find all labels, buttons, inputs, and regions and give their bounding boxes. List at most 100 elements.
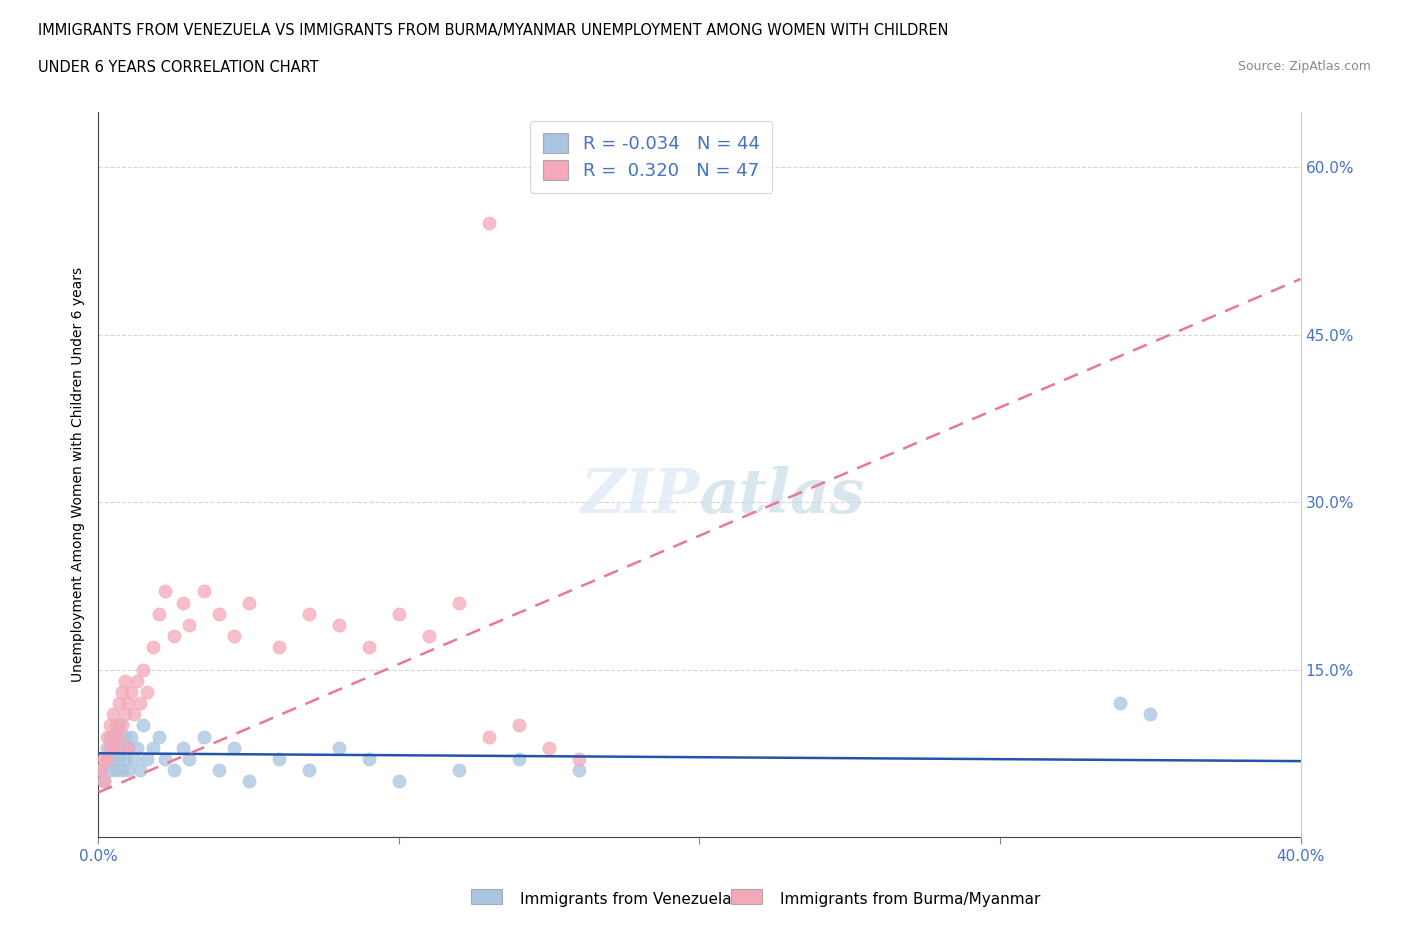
Point [117, 763, 139, 777]
Point [135, 751, 157, 766]
Point [108, 751, 131, 766]
Legend: R = -0.034   N = 44, R =  0.320   N = 47: R = -0.034 N = 44, R = 0.320 N = 47 [530, 121, 772, 193]
Text: atlas: atlas [700, 466, 865, 526]
Point [121, 684, 143, 699]
FancyBboxPatch shape [471, 889, 502, 904]
Point [1139, 707, 1161, 722]
Point [96, 729, 118, 744]
Point [328, 618, 350, 632]
Point [177, 751, 200, 766]
Point [267, 751, 290, 766]
Point [177, 618, 200, 632]
Point [568, 751, 591, 766]
Point [108, 729, 131, 744]
Point [93, 774, 115, 789]
Point [127, 740, 149, 755]
Point [103, 751, 125, 766]
Point [141, 640, 163, 655]
Y-axis label: Unemployment Among Women with Children Under 6 years: Unemployment Among Women with Children U… [72, 267, 86, 682]
Point [148, 606, 170, 621]
Point [111, 763, 134, 777]
Point [388, 606, 411, 621]
Point [90, 763, 112, 777]
Point [478, 729, 501, 744]
Point [447, 595, 470, 610]
Point [114, 673, 136, 688]
Point [357, 640, 380, 655]
Point [96, 751, 118, 766]
Point [135, 684, 157, 699]
Point [103, 740, 125, 755]
Point [103, 729, 125, 744]
Point [132, 718, 155, 733]
Point [172, 740, 194, 755]
Point [100, 740, 122, 755]
Point [153, 751, 176, 766]
Point [105, 729, 128, 744]
Point [93, 751, 115, 766]
Point [129, 696, 152, 711]
Point [121, 729, 143, 744]
Point [129, 763, 152, 777]
Point [124, 751, 146, 766]
Point [222, 629, 245, 644]
Point [108, 696, 131, 711]
Point [100, 729, 122, 744]
Point [93, 774, 115, 789]
Point [114, 729, 136, 744]
Text: Immigrants from Venezuela: Immigrants from Venezuela [520, 892, 733, 907]
Point [222, 740, 245, 755]
Point [111, 684, 134, 699]
Point [105, 763, 128, 777]
Point [105, 718, 128, 733]
Point [100, 763, 122, 777]
Point [208, 763, 231, 777]
Point [388, 774, 411, 789]
Point [141, 740, 163, 755]
Point [162, 629, 184, 644]
Point [132, 662, 155, 677]
Point [124, 707, 146, 722]
Point [328, 740, 350, 755]
Point [114, 751, 136, 766]
Point [100, 718, 122, 733]
Point [96, 740, 118, 755]
Point [508, 751, 530, 766]
Point [162, 763, 184, 777]
Point [298, 606, 321, 621]
Point [105, 740, 128, 755]
Point [238, 595, 260, 610]
Point [117, 740, 139, 755]
Text: ZIP: ZIP [581, 466, 700, 526]
Text: Immigrants from Burma/Myanmar: Immigrants from Burma/Myanmar [780, 892, 1040, 907]
Point [267, 640, 290, 655]
Point [298, 763, 321, 777]
Point [418, 629, 440, 644]
Point [208, 606, 231, 621]
Text: Source: ZipAtlas.com: Source: ZipAtlas.com [1237, 60, 1371, 73]
Point [96, 751, 118, 766]
Point [90, 763, 112, 777]
Point [111, 718, 134, 733]
Point [153, 584, 176, 599]
Point [108, 718, 131, 733]
Point [127, 673, 149, 688]
Point [111, 740, 134, 755]
Point [193, 584, 215, 599]
Point [478, 216, 501, 231]
Point [117, 696, 139, 711]
Point [238, 774, 260, 789]
Point [103, 707, 125, 722]
FancyBboxPatch shape [731, 889, 762, 904]
Text: IMMIGRANTS FROM VENEZUELA VS IMMIGRANTS FROM BURMA/MYANMAR UNEMPLOYMENT AMONG WO: IMMIGRANTS FROM VENEZUELA VS IMMIGRANTS … [38, 23, 949, 38]
Point [117, 740, 139, 755]
Point [568, 763, 591, 777]
Point [1109, 696, 1132, 711]
Text: UNDER 6 YEARS CORRELATION CHART: UNDER 6 YEARS CORRELATION CHART [38, 60, 319, 75]
Point [508, 718, 530, 733]
Point [148, 729, 170, 744]
Point [538, 740, 561, 755]
Point [193, 729, 215, 744]
Point [114, 707, 136, 722]
Point [172, 595, 194, 610]
